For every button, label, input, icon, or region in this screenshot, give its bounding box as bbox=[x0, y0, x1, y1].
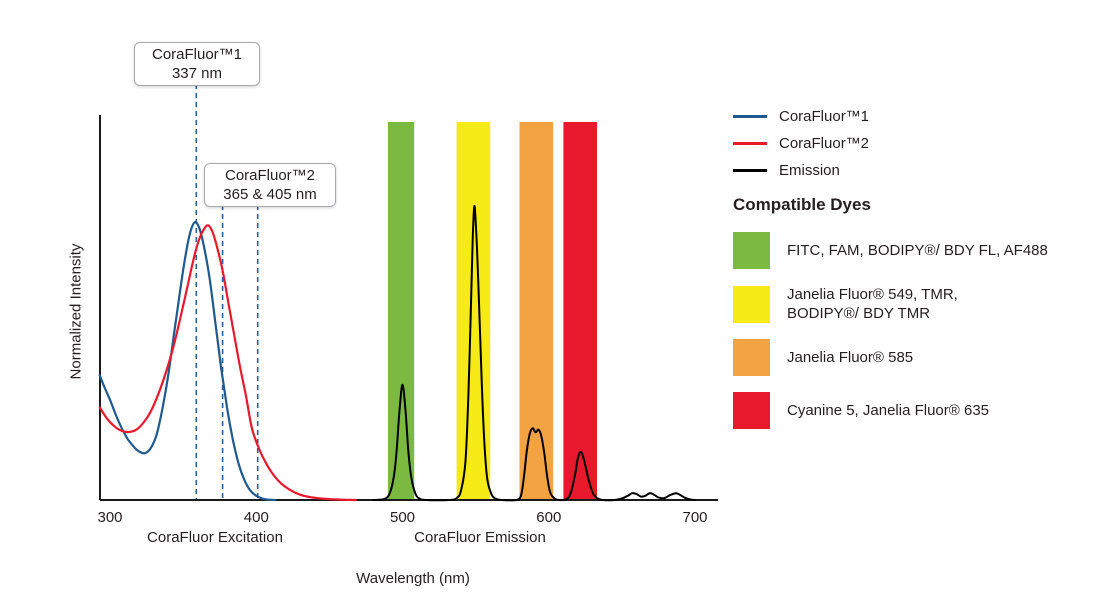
emission-curve bbox=[372, 204, 696, 502]
dye-color-swatch bbox=[733, 285, 770, 323]
dye-color-swatch bbox=[733, 339, 770, 376]
x-axis-label: Wavelength (nm) bbox=[356, 570, 470, 587]
annotation-title: CoraFluor™2 bbox=[224, 167, 316, 184]
legend-series-row: CoraFluor™1 bbox=[733, 107, 1105, 125]
excitation-curve bbox=[98, 221, 277, 502]
filter-band bbox=[387, 122, 415, 500]
dye-color-swatch bbox=[733, 232, 770, 269]
spectra-chart: 300 400 500 600 700 bbox=[97, 84, 718, 526]
dye-row: Janelia Fluor® 549, TMR, BODIPY®/ BDY TM… bbox=[733, 285, 1105, 323]
dye-color-swatch bbox=[733, 392, 770, 429]
dye-label: Janelia Fluor® 549, TMR, BODIPY®/ BDY TM… bbox=[787, 286, 958, 322]
legend-line-swatch bbox=[733, 141, 767, 145]
legend-series-list: CoraFluor™1 CoraFluor™2 Emission bbox=[733, 107, 1105, 179]
x-tick-label: 600 bbox=[536, 509, 561, 526]
annotation-wavelength: 337 nm bbox=[171, 65, 223, 82]
dye-row: FITC, FAM, BODIPY®/ BDY FL, AF488 bbox=[733, 232, 1105, 269]
x-axis-group-label-excitation: CoraFluor Excitation bbox=[147, 529, 283, 546]
legend-line-swatch bbox=[733, 168, 767, 172]
compatible-dyes-heading: Compatible Dyes bbox=[733, 195, 871, 214]
dye-row: Janelia Fluor® 585 bbox=[733, 339, 1105, 376]
x-tick-label: 700 bbox=[682, 509, 707, 526]
annotation-corafluor1: CoraFluor™1 337 nm bbox=[134, 42, 260, 86]
dye-label: FITC, FAM, BODIPY®/ BDY FL, AF488 bbox=[787, 242, 1048, 259]
annotation-wavelength: 365 & 405 nm bbox=[223, 186, 317, 203]
annotation-corafluor2: CoraFluor™2 365 & 405 nm bbox=[204, 163, 336, 207]
x-tick-label: 400 bbox=[244, 509, 269, 526]
dye-row: Cyanine 5, Janelia Fluor® 635 bbox=[733, 392, 1105, 429]
dye-label: Cyanine 5, Janelia Fluor® 635 bbox=[787, 402, 990, 419]
legend-series-label: CoraFluor™1 bbox=[779, 107, 870, 125]
legend-series-label: Emission bbox=[779, 161, 840, 179]
dye-label: Janelia Fluor® 585 bbox=[787, 349, 914, 366]
legend-line-swatch bbox=[733, 114, 767, 118]
excitation-curve bbox=[98, 224, 357, 502]
legend-series-row: CoraFluor™2 bbox=[733, 134, 1105, 152]
annotation-title: CoraFluor™1 bbox=[151, 46, 243, 63]
y-axis-label: Normalized Intensity bbox=[67, 243, 85, 380]
legend-series-label: CoraFluor™2 bbox=[779, 134, 870, 152]
legend-series-row: Emission bbox=[733, 161, 1105, 179]
x-tick-label: 300 bbox=[97, 509, 122, 526]
compatible-dyes-list: FITC, FAM, BODIPY®/ BDY FL, AF488 Janelia… bbox=[733, 232, 1105, 429]
legend: CoraFluor™1 CoraFluor™2 Emission Compatibl… bbox=[733, 107, 1105, 445]
filter-band bbox=[519, 122, 554, 500]
x-axis-group-label-emission: CoraFluor Emission bbox=[414, 529, 546, 546]
x-tick-label: 500 bbox=[390, 509, 415, 526]
filter-band bbox=[563, 122, 597, 500]
